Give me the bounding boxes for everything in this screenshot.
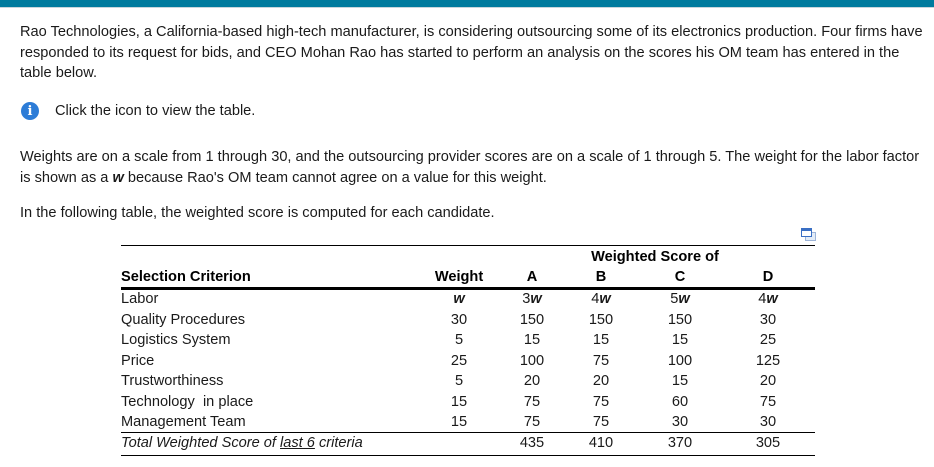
row-logistics-a: 15	[523, 332, 541, 348]
total-a: 435	[519, 435, 545, 451]
popout-window-icon[interactable]	[801, 228, 817, 242]
table-top-rule	[121, 245, 815, 246]
row-management-d: 30	[759, 414, 777, 430]
var: w	[530, 291, 542, 307]
row-management-weight: 15	[450, 414, 468, 430]
row-trust-d: 20	[759, 373, 777, 389]
col-header-b: B	[595, 269, 607, 285]
row-labor-a: 3w	[522, 289, 541, 309]
row-logistics-weight: 5	[454, 332, 464, 348]
row-labor-d: 4w	[758, 289, 777, 309]
info-icon[interactable]: i	[21, 102, 39, 120]
row-technology-a: 75	[523, 394, 541, 410]
total-b: 410	[588, 435, 614, 451]
row-technology-weight: 15	[450, 394, 468, 410]
row-price-a: 100	[519, 353, 545, 369]
var: w	[678, 291, 690, 307]
col-header-c: C	[674, 269, 686, 285]
row-price-weight: 25	[450, 353, 468, 369]
row-logistics-criterion: Logistics System	[121, 332, 231, 348]
row-technology-b: 75	[592, 394, 610, 410]
weights-paragraph: Weights are on a scale from 1 through 30…	[20, 147, 925, 188]
row-quality-weight: 30	[450, 312, 468, 328]
row-price-criterion: Price	[121, 353, 155, 369]
row-trust-b: 20	[592, 373, 610, 389]
row-quality-criterion: Quality Procedures	[121, 312, 246, 328]
total-d: 305	[755, 435, 781, 451]
var: w	[599, 291, 611, 307]
intro-paragraph: Rao Technologies, a California-based hig…	[20, 24, 923, 81]
row-labor-b: 4w	[591, 289, 610, 309]
weights-text-1: Weights are on a scale from 1 through 30…	[20, 149, 920, 186]
col-header-criterion: Selection Criterion	[121, 269, 251, 285]
total-row-label: Total Weighted Score of last 6 criteria	[121, 433, 363, 453]
row-management-criterion: Management Team	[121, 414, 246, 430]
row-labor-c: 5w	[670, 289, 689, 309]
row-quality-d: 30	[759, 312, 777, 328]
total-label-suffix: criteria	[314, 435, 363, 451]
row-labor-criterion: Labor	[121, 291, 159, 307]
table-header-rule	[121, 287, 815, 290]
row-management-a: 75	[523, 414, 541, 430]
coef: 3	[522, 291, 531, 307]
row-price-d: 125	[755, 353, 781, 369]
row-trust-criterion: Trustworthiness	[121, 373, 224, 389]
row-quality-b: 150	[588, 312, 614, 328]
table-intro-paragraph: In the following table, the weighted sco…	[20, 205, 495, 221]
row-trust-weight: 5	[454, 373, 464, 389]
row-trust-c: 15	[671, 373, 689, 389]
row-logistics-b: 15	[592, 332, 610, 348]
col-header-d: D	[762, 269, 774, 285]
row-logistics-c: 15	[671, 332, 689, 348]
table-bottom-rule	[121, 455, 815, 456]
weight-variable: w	[112, 169, 124, 186]
row-price-b: 75	[592, 353, 610, 369]
total-c: 370	[667, 435, 693, 451]
group-header-weighted-score: Weighted Score of	[591, 249, 719, 265]
row-technology-d: 75	[759, 394, 777, 410]
coef: 4	[758, 291, 767, 307]
row-management-c: 30	[671, 414, 689, 430]
weighted-score-table: Weighted Score of Selection Criterion We…	[121, 245, 815, 457]
col-header-weight: Weight	[434, 269, 484, 285]
row-price-c: 100	[667, 353, 693, 369]
header-bar-shadow	[0, 7, 934, 8]
row-logistics-d: 25	[759, 332, 777, 348]
total-label-underlined: last 6	[280, 435, 315, 451]
coef: 5	[670, 291, 679, 307]
row-quality-a: 150	[519, 312, 545, 328]
weights-text-2: because Rao's OM team cannot agree on a …	[123, 169, 547, 186]
coef: 4	[591, 291, 600, 307]
col-header-a: A	[526, 269, 538, 285]
row-quality-c: 150	[667, 312, 693, 328]
view-table-label[interactable]: Click the icon to view the table.	[55, 103, 256, 119]
header-bar	[0, 0, 934, 7]
row-management-b: 75	[592, 414, 610, 430]
var: w	[766, 291, 778, 307]
row-trust-a: 20	[523, 373, 541, 389]
total-label-text: Total Weighted Score of	[121, 435, 281, 451]
row-technology-criterion: Technology in place	[121, 394, 254, 410]
row-labor-weight: w	[453, 291, 465, 307]
row-technology-c: 60	[671, 394, 689, 410]
table-total-rule	[121, 432, 815, 433]
view-table-link[interactable]: i Click the icon to view the table.	[21, 102, 255, 120]
